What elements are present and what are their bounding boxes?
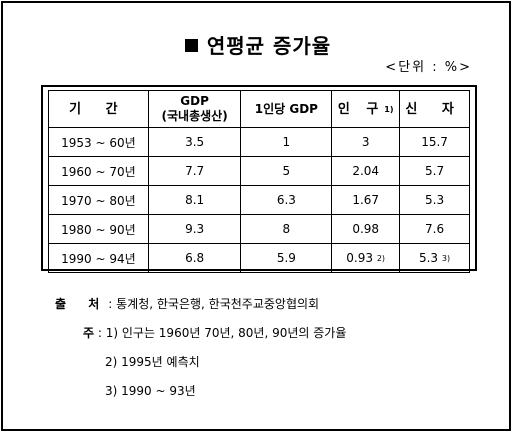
page-title: 연평균 증가율 <box>0 30 516 59</box>
cell-gdp: 7.7 <box>147 156 242 186</box>
cell-period: 1960 ~ 70년 <box>48 156 149 186</box>
notes-section: 출 처: 통계청, 한국은행, 한국천주교중앙협의회 주 : 1) 인구는 19… <box>55 290 346 406</box>
cell-population: 2.04 <box>331 156 401 186</box>
header-gdp-line1: GDP <box>180 94 209 108</box>
note-line-1: 주 : 1) 인구는 1960년 70년, 80년, 90년의 증가율 <box>55 319 346 348</box>
cell-per-capita: 6.3 <box>240 185 333 215</box>
cell-credit-value: 15.7 <box>421 135 448 149</box>
cell-population-value: 3 <box>361 135 370 149</box>
cell-credit-value: 5.3 <box>425 193 445 207</box>
header-population: 인 구1) <box>331 90 401 128</box>
cell-population-footnote: 2) <box>376 254 386 263</box>
source-text: : 통계청, 한국은행, 한국천주교중앙협의회 <box>108 297 320 311</box>
cell-per-capita: 5 <box>240 156 333 186</box>
table-container: 기 간 GDP (국내총생산) 1인당 GDP 인 구1) 신 자 1953 ~… <box>41 85 477 273</box>
header-per-capita-gdp: 1인당 GDP <box>240 90 333 128</box>
note-line-3: 3) 1990 ~ 93년 <box>105 384 196 398</box>
note-1-text: : 1) 인구는 1960년 70년, 80년, 90년의 증가율 <box>97 326 347 340</box>
cell-gdp: 3.5 <box>147 127 242 157</box>
cell-gdp: 6.8 <box>147 243 242 273</box>
cell-population: 0.98 <box>331 214 401 244</box>
cell-per-capita: 8 <box>240 214 333 244</box>
cell-per-capita: 1 <box>240 127 333 157</box>
cell-credit: 5.3 <box>399 185 470 215</box>
header-credit: 신 자 <box>399 90 470 128</box>
cell-credit-footnote: 3) <box>441 254 451 263</box>
header-population-footnote: 1) <box>384 104 394 114</box>
table-header-row: 기 간 GDP (국내총생산) 1인당 GDP 인 구1) 신 자 <box>48 90 470 128</box>
note-label: 주 <box>83 326 95 340</box>
cell-gdp: 9.3 <box>147 214 242 244</box>
table-row: 1970 ~ 80년 8.1 6.3 1.67 5.3 <box>48 185 470 215</box>
table-row: 1960 ~ 70년 7.7 5 2.04 5.7 <box>48 156 470 186</box>
unit-label: <단위 : %> <box>385 60 472 75</box>
cell-credit-value: 5.3 <box>418 251 439 265</box>
cell-period: 1980 ~ 90년 <box>48 214 149 244</box>
header-population-label: 인 구 <box>337 101 385 117</box>
document-frame <box>1 1 511 431</box>
cell-population: 3 <box>331 127 401 157</box>
cell-credit: 7.6 <box>399 214 470 244</box>
growth-rate-table: 기 간 GDP (국내총생산) 1인당 GDP 인 구1) 신 자 1953 ~… <box>48 90 470 273</box>
cell-population-value: 1.67 <box>352 193 380 207</box>
table-row: 1953 ~ 60년 3.5 1 3 15.7 <box>48 127 470 157</box>
cell-population-value: 0.93 <box>346 251 374 265</box>
cell-credit-value: 5.7 <box>425 164 445 178</box>
table-row: 1990 ~ 94년 6.8 5.9 0.93 2) 5.3 3) <box>48 243 470 273</box>
cell-period: 1953 ~ 60년 <box>48 127 149 157</box>
cell-population-value: 2.04 <box>352 164 380 178</box>
source-line: 출 처: 통계청, 한국은행, 한국천주교중앙협의회 <box>55 290 346 319</box>
table-row: 1980 ~ 90년 9.3 8 0.98 7.6 <box>48 214 470 244</box>
cell-credit: 5.3 3) <box>399 243 470 273</box>
cell-credit: 15.7 <box>399 127 470 157</box>
square-bullet-icon <box>184 39 198 52</box>
header-gdp-line2: (국내총생산) <box>161 109 228 123</box>
header-gdp: GDP (국내총생산) <box>147 90 242 128</box>
cell-credit: 5.7 <box>399 156 470 186</box>
cell-population: 1.67 <box>331 185 401 215</box>
cell-credit-value: 7.6 <box>425 222 445 236</box>
cell-gdp: 8.1 <box>147 185 242 215</box>
title-text: 연평균 증가율 <box>206 34 332 58</box>
source-label: 출 처 <box>55 297 109 311</box>
cell-period: 1990 ~ 94년 <box>48 243 149 273</box>
note-line-2: 2) 1995년 예측치 <box>105 355 200 369</box>
cell-per-capita: 5.9 <box>240 243 333 273</box>
cell-population: 0.93 2) <box>331 243 401 273</box>
cell-population-value: 0.98 <box>352 222 380 236</box>
header-period: 기 간 <box>48 90 149 128</box>
cell-period: 1970 ~ 80년 <box>48 185 149 215</box>
